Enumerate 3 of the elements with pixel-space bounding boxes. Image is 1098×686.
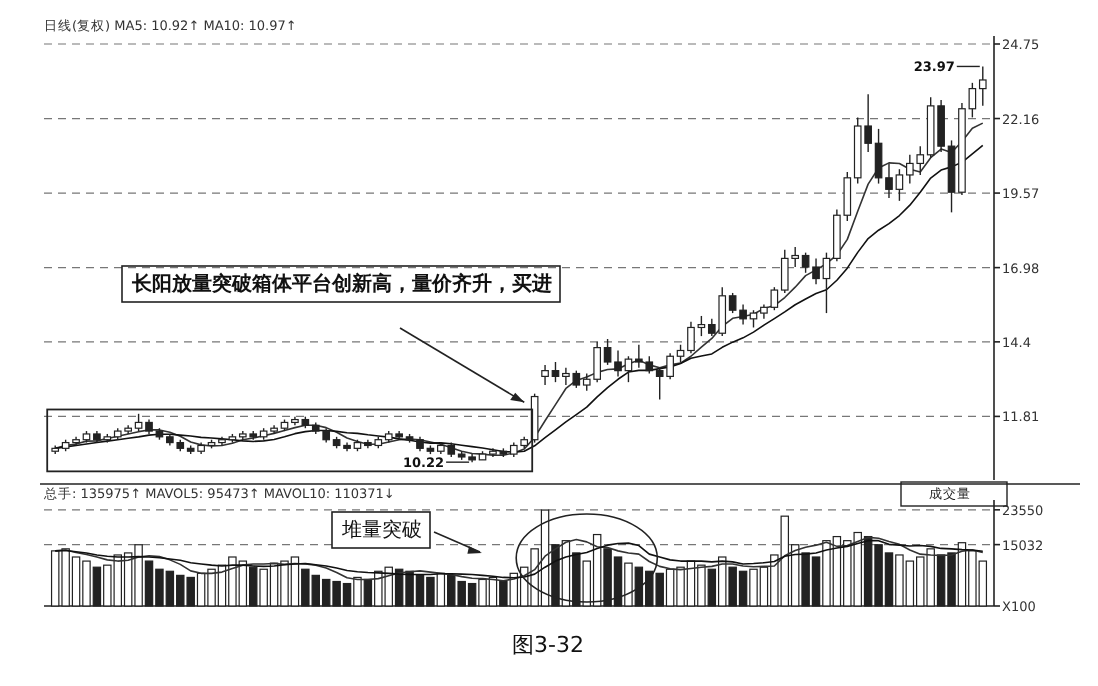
caption: 图3-32 [512,632,584,658]
annotation: 堆量突破 [340,518,422,542]
annotation: 长阳放量突破箱体平台创新高，量价齐升，买进 [130,272,552,296]
